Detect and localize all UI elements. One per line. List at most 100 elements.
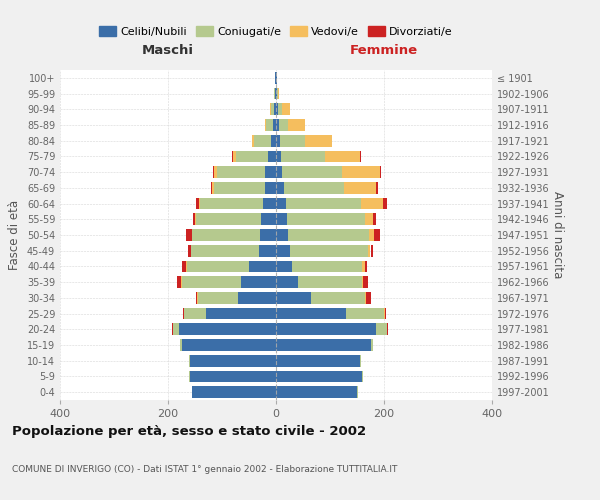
Bar <box>211 182 212 194</box>
Bar <box>276 119 278 131</box>
Text: Femmine: Femmine <box>350 44 418 58</box>
Bar <box>278 104 282 115</box>
Bar <box>276 355 360 366</box>
Bar <box>360 150 361 162</box>
Bar <box>276 308 346 320</box>
Bar <box>276 88 277 100</box>
Bar <box>281 150 325 162</box>
Bar <box>193 214 195 225</box>
Bar <box>368 245 370 256</box>
Bar <box>268 150 276 162</box>
Y-axis label: Anni di nascita: Anni di nascita <box>551 192 563 278</box>
Bar <box>282 104 290 115</box>
Bar <box>217 166 265 178</box>
Bar <box>265 166 276 178</box>
Bar <box>214 166 217 178</box>
Legend: Celibi/Nubili, Coniugati/e, Vedovi/e, Divorziati/e: Celibi/Nubili, Coniugati/e, Vedovi/e, Di… <box>95 22 457 42</box>
Bar <box>276 104 278 115</box>
Bar <box>193 229 260 241</box>
Bar <box>193 386 276 398</box>
Bar <box>362 276 364 288</box>
Bar <box>289 119 305 131</box>
Bar <box>173 324 179 335</box>
Bar <box>276 214 287 225</box>
Bar <box>276 386 357 398</box>
Bar <box>373 214 376 225</box>
Bar <box>343 182 376 194</box>
Bar <box>188 245 191 256</box>
Bar <box>292 260 362 272</box>
Bar <box>325 150 360 162</box>
Bar <box>212 182 214 194</box>
Bar <box>235 150 268 162</box>
Bar <box>195 214 196 225</box>
Bar <box>249 260 276 272</box>
Bar <box>384 308 385 320</box>
Bar <box>176 276 181 288</box>
Bar <box>274 104 276 115</box>
Bar <box>276 339 371 351</box>
Bar <box>198 292 238 304</box>
Bar <box>275 88 276 100</box>
Bar <box>298 276 362 288</box>
Bar <box>214 182 265 194</box>
Bar <box>364 276 368 288</box>
Bar <box>260 229 276 241</box>
Bar <box>369 229 374 241</box>
Bar <box>232 150 233 162</box>
Bar <box>241 276 276 288</box>
Bar <box>283 166 342 178</box>
Bar <box>280 135 305 146</box>
Bar <box>346 308 384 320</box>
Text: COMUNE DI INVERIGO (CO) - Dati ISTAT 1° gennaio 2002 - Elaborazione TUTTITALIA.I: COMUNE DI INVERIGO (CO) - Dati ISTAT 1° … <box>12 465 397 474</box>
Bar <box>287 214 365 225</box>
Y-axis label: Fasce di età: Fasce di età <box>8 200 21 270</box>
Bar <box>233 150 235 162</box>
Bar <box>278 88 279 100</box>
Bar <box>275 72 276 84</box>
Bar <box>259 245 276 256</box>
Bar <box>362 260 365 272</box>
Bar <box>265 119 266 131</box>
Bar <box>196 292 197 304</box>
Bar <box>366 292 371 304</box>
Bar <box>190 370 276 382</box>
Bar <box>199 198 200 209</box>
Bar <box>266 119 273 131</box>
Bar <box>371 245 373 256</box>
Bar <box>385 308 386 320</box>
Bar <box>213 166 214 178</box>
Bar <box>238 292 276 304</box>
Bar <box>276 370 362 382</box>
Bar <box>277 88 278 100</box>
Bar <box>196 198 199 209</box>
Bar <box>376 324 387 335</box>
Bar <box>276 198 286 209</box>
Bar <box>371 339 373 351</box>
Bar <box>182 339 276 351</box>
Bar <box>179 324 276 335</box>
Bar <box>200 198 263 209</box>
Bar <box>276 135 280 146</box>
Bar <box>276 229 288 241</box>
Bar <box>263 198 276 209</box>
Bar <box>284 182 343 194</box>
Bar <box>276 324 376 335</box>
Bar <box>365 214 373 225</box>
Bar <box>206 308 276 320</box>
Bar <box>376 182 377 194</box>
Bar <box>276 245 290 256</box>
Bar <box>180 339 182 351</box>
Bar <box>276 182 284 194</box>
Bar <box>276 150 281 162</box>
Bar <box>305 135 332 146</box>
Bar <box>286 198 361 209</box>
Bar <box>182 260 187 272</box>
Bar <box>290 245 368 256</box>
Bar <box>365 292 366 304</box>
Bar <box>365 260 367 272</box>
Bar <box>187 260 249 272</box>
Bar <box>273 119 276 131</box>
Bar <box>276 276 298 288</box>
Bar <box>342 166 380 178</box>
